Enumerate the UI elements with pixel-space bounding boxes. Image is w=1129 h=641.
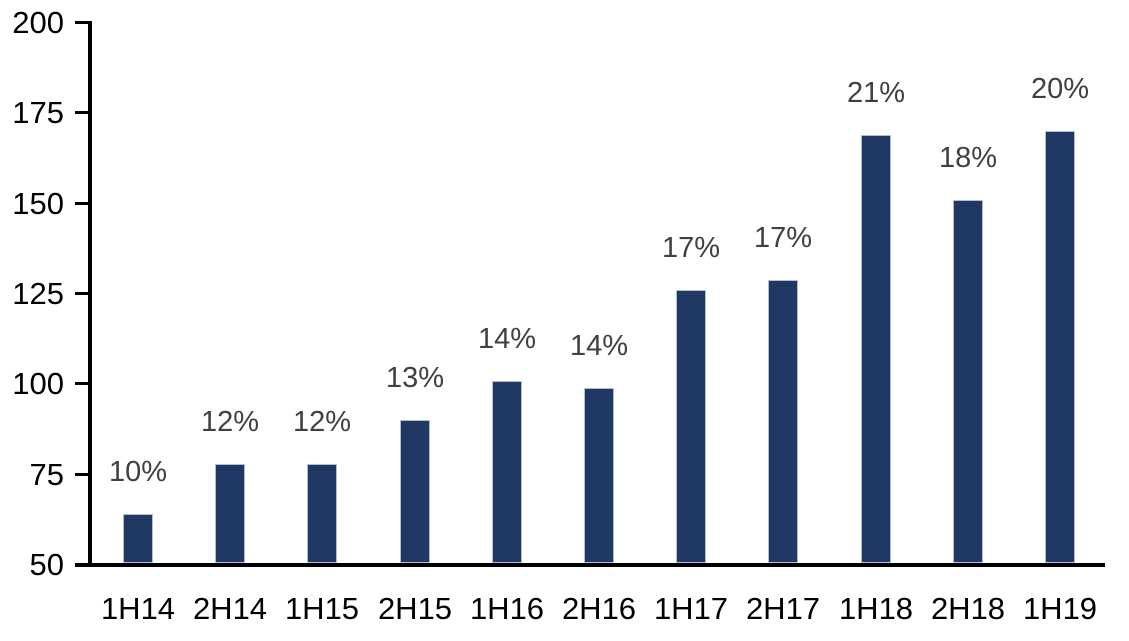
x-axis-label-1h18: 1H18 <box>838 591 914 626</box>
data-label-1h17: 17% <box>661 232 721 264</box>
bar-1h17 <box>676 290 706 563</box>
y-axis-tick-label: 150 <box>12 186 64 221</box>
bar-2h14 <box>215 464 245 563</box>
data-label-2h16: 14% <box>569 330 629 362</box>
data-label-1h16: 14% <box>477 323 537 355</box>
bar-2h18 <box>953 200 983 563</box>
y-axis-tick <box>75 382 88 385</box>
x-axis-label-2h18: 2H18 <box>930 591 1006 626</box>
bar-2h17 <box>768 280 798 563</box>
bar-1h16 <box>492 381 522 563</box>
bar-1h18 <box>861 135 891 563</box>
y-axis-tick-label: 200 <box>12 5 64 40</box>
data-label-2h14: 12% <box>200 406 260 438</box>
data-label-2h17: 17% <box>753 222 813 254</box>
x-axis-label-1h19: 1H19 <box>1022 591 1098 626</box>
bar-1h19 <box>1045 131 1075 563</box>
y-axis-tick <box>75 21 88 24</box>
y-axis-tick-label: 50 <box>29 547 64 582</box>
x-axis-label-1h16: 1H16 <box>469 591 545 626</box>
y-axis-tick <box>75 292 88 295</box>
y-axis-tick-label: 175 <box>12 95 64 130</box>
y-axis-line <box>88 21 92 567</box>
bar-2h16 <box>584 388 614 563</box>
bar-1h14 <box>123 514 153 563</box>
x-axis-label-1h17: 1H17 <box>653 591 729 626</box>
bar-1h15 <box>307 464 337 563</box>
y-axis-tick <box>75 111 88 114</box>
bar-2h15 <box>400 420 430 563</box>
data-label-2h18: 18% <box>938 142 998 174</box>
x-axis-label-2h14: 2H14 <box>192 591 268 626</box>
x-axis-label-2h15: 2H15 <box>377 591 453 626</box>
data-label-1h15: 12% <box>292 406 352 438</box>
x-axis-line <box>75 563 1105 567</box>
y-axis-tick <box>75 202 88 205</box>
x-axis-label-2h16: 2H16 <box>561 591 637 626</box>
data-label-2h15: 13% <box>385 362 445 394</box>
y-axis-tick-label: 125 <box>12 276 64 311</box>
x-axis-label-2h17: 2H17 <box>745 591 821 626</box>
y-axis-tick-label: 100 <box>12 366 64 401</box>
y-axis-tick <box>75 473 88 476</box>
data-label-1h14: 10% <box>108 456 168 488</box>
data-label-1h19: 20% <box>1030 73 1090 105</box>
x-axis-label-1h15: 1H15 <box>284 591 360 626</box>
x-axis-label-1h14: 1H14 <box>100 591 176 626</box>
data-label-1h18: 21% <box>846 77 906 109</box>
y-axis-tick-label: 75 <box>29 457 64 492</box>
